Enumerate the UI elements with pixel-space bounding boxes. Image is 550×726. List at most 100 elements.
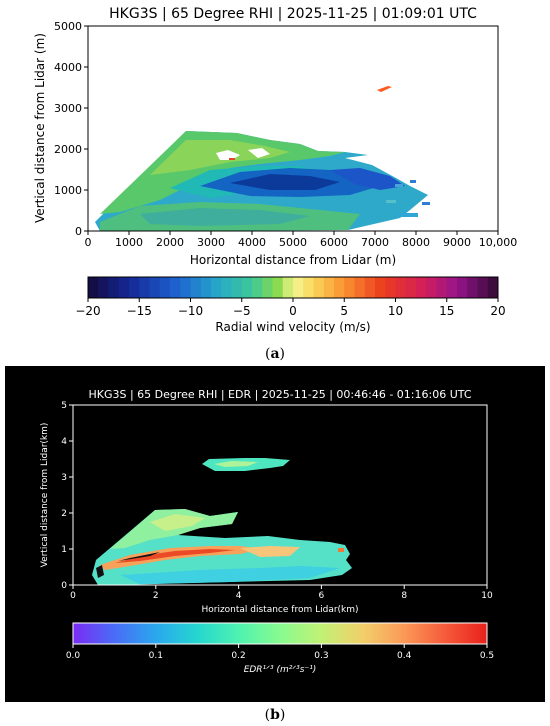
panel-b-background (5, 366, 545, 702)
colorbar-bin (252, 277, 263, 298)
y-tick-label: 4 (61, 437, 67, 447)
colorbar-tick-label: −10 (178, 304, 203, 318)
colorbar-bin (395, 277, 407, 298)
colorbar-bin (170, 277, 181, 298)
colorbar-bin (313, 277, 325, 298)
colorbar-bin (211, 277, 222, 298)
x-tick-label: 3000 (197, 236, 225, 249)
colorbar-bin (385, 277, 396, 298)
panel-b-y-ticks: 0 1 2 3 4 5 (61, 401, 73, 591)
colorbar-bin (436, 277, 448, 298)
x-tick-label: 0 (85, 236, 92, 249)
panel-a-echo (398, 213, 418, 217)
x-tick-label: 0 (70, 591, 76, 601)
y-tick-label: 3 (61, 473, 67, 483)
x-tick-label: 10 (481, 591, 493, 601)
x-tick-label: 6000 (320, 236, 348, 249)
colorbar-tick-label: 0.1 (149, 651, 163, 661)
x-tick-label: 4000 (238, 236, 266, 249)
colorbar-bin (180, 277, 191, 298)
y-tick-label: 5000 (54, 20, 82, 33)
y-tick-label: 3000 (54, 102, 82, 115)
panel-b-title: HKG3S | 65 Degree RHI | EDR | 2025-11-25… (88, 388, 471, 401)
panel-b-black-mark (118, 552, 160, 561)
colorbar-bin (364, 277, 376, 298)
colorbar-bin (139, 277, 150, 298)
colorbar-bin (457, 277, 468, 298)
panel-b-lower-cyan (120, 566, 340, 584)
x-tick-label: 1000 (115, 236, 143, 249)
colorbar-tick-label: 0.3 (314, 651, 328, 661)
y-tick-label: 0 (61, 581, 67, 591)
x-tick-label: 7000 (361, 236, 389, 249)
colorbar-bin (344, 277, 355, 298)
colorbar-bin (200, 277, 212, 298)
y-tick-label: 1 (61, 545, 67, 555)
x-tick-label: 4 (236, 591, 242, 601)
colorbar-bin (262, 277, 273, 298)
x-tick-label: 8000 (402, 236, 430, 249)
colorbar-bin (375, 277, 386, 298)
panel-b-x-ticks: 0 2 4 6 8 10 (70, 585, 493, 601)
x-tick-label: 2 (153, 591, 159, 601)
panel-a-y-axis-label: Vertical distance from Lidar (m) (33, 33, 47, 223)
panel-b-y-axis-label: Vertical distance from Lidar(km) (40, 423, 50, 568)
colorbar-bin (477, 277, 489, 298)
colorbar-tick-label: −15 (127, 304, 152, 318)
colorbar-bin (159, 277, 171, 298)
panel-b-orange-band (100, 546, 262, 570)
colorbar-tick-label: 0.4 (397, 651, 412, 661)
colorbar-tick-label: 10 (388, 304, 403, 318)
panel-a-velocity-field (95, 86, 430, 231)
panel-b-colorbar (72, 622, 488, 645)
colorbar-tick-label: 15 (439, 304, 454, 318)
panel-a-red-mark (229, 158, 235, 160)
panel-b-caption: (b) (265, 707, 286, 723)
colorbar-bin (88, 277, 99, 298)
panel-b-colorbar-label: EDR¹ᐟ³ (m²ᐟ³s⁻¹) (244, 665, 317, 675)
panel-b-light-orange (240, 546, 300, 557)
colorbar-bin (446, 277, 458, 298)
panel-a-colorbar-ticks: −20 −15 −10 −5 0 5 10 15 20 (75, 298, 506, 318)
panel-b-black-mark (96, 565, 104, 578)
panel-a-echo (395, 184, 403, 187)
colorbar-bin (118, 277, 130, 298)
colorbar-bin (282, 277, 294, 298)
panel-a-echo (410, 180, 416, 183)
panel-a: HKG3S | 65 Degree RHI | 2025-11-25 | 01:… (33, 6, 517, 334)
colorbar-bin (190, 277, 202, 298)
x-tick-label: 9000 (443, 236, 471, 249)
colorbar-bin (354, 277, 366, 298)
y-tick-label: 0 (75, 225, 82, 238)
colorbar-tick-label: −5 (233, 304, 251, 318)
panel-b-x-axis-label: Horizontal distance from Lidar(km) (201, 605, 358, 615)
colorbar-bin (487, 277, 499, 298)
colorbar-bin (231, 277, 243, 298)
panel-a-colorbar-label: Radial wind velocity (m/s) (215, 320, 370, 334)
panel-a-gap (248, 148, 270, 158)
x-tick-label: 10,000 (479, 236, 518, 249)
panel-a-title: HKG3S | 65 Degree RHI | 2025-11-25 | 01:… (109, 6, 477, 22)
colorbar-tick-label: 0 (289, 304, 297, 318)
y-tick-label: 5 (61, 401, 67, 411)
panel-a-orange-echo (377, 86, 392, 92)
colorbar-bin (416, 277, 427, 298)
colorbar-tick-label: −20 (75, 304, 100, 318)
colorbar-tick-label: 5 (340, 304, 348, 318)
colorbar-bin (293, 277, 304, 298)
y-tick-label: 1000 (54, 184, 82, 197)
colorbar-bin (241, 277, 253, 298)
panel-a-blue-tail (330, 168, 405, 190)
panel-b-upper-yellowgreen (150, 514, 205, 531)
x-tick-label: 6 (319, 591, 325, 601)
panel-a-y-ticks: 0 1000 2000 3000 4000 5000 (54, 20, 88, 238)
x-tick-label: 2000 (156, 236, 184, 249)
panel-b-red-band (115, 549, 235, 563)
x-tick-label: 5000 (279, 236, 307, 249)
panel-a-lower-teal (140, 208, 310, 226)
x-tick-label: 8 (401, 591, 407, 601)
panel-b-axes-frame (72, 404, 488, 586)
colorbar-bin (149, 277, 161, 298)
colorbar-bin (272, 277, 284, 298)
